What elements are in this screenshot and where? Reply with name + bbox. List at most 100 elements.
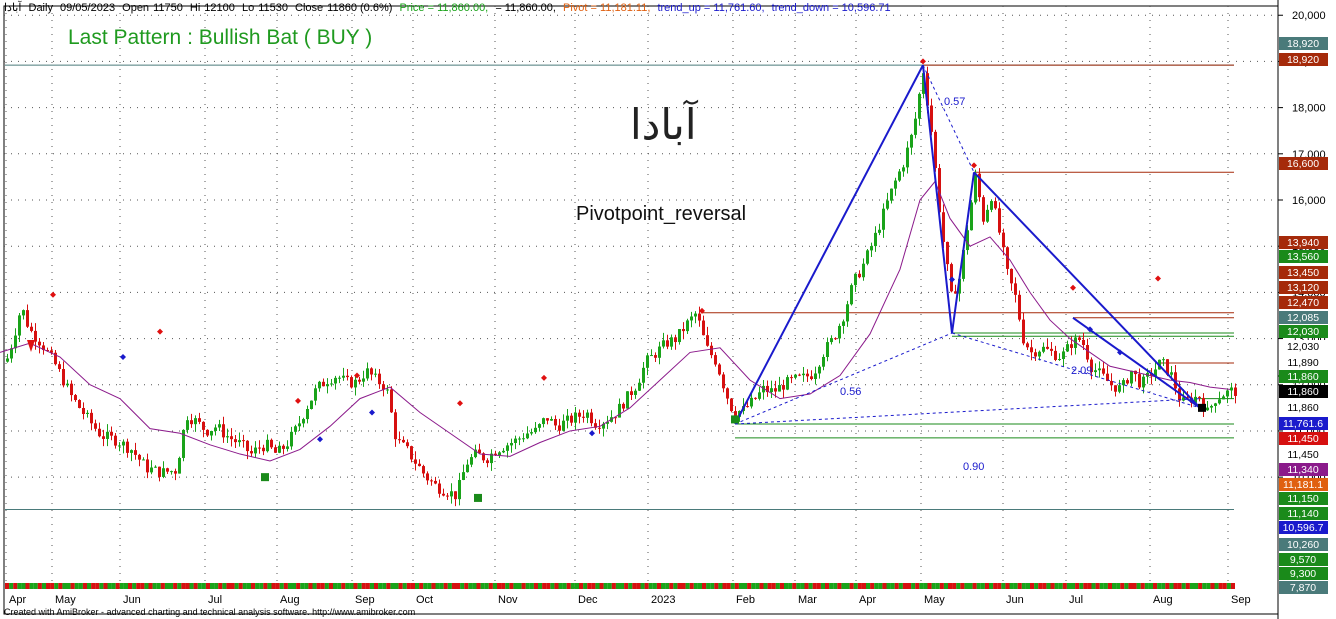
candle-body xyxy=(1046,346,1049,349)
pivot-diamond-marker xyxy=(589,430,595,437)
volume-bar xyxy=(275,583,280,589)
volume-bar xyxy=(287,583,292,589)
volume-bar xyxy=(37,583,42,589)
candle-body xyxy=(222,424,225,438)
volume-bar xyxy=(554,583,559,589)
candle-body xyxy=(910,134,913,148)
volume-bar xyxy=(419,583,424,589)
volume-bar xyxy=(107,583,112,589)
price-tag-bg xyxy=(1279,340,1328,353)
volume-bar xyxy=(907,583,912,589)
volume-bar xyxy=(82,583,87,589)
volume-bar xyxy=(579,583,584,589)
candle-body xyxy=(210,430,213,436)
volume-bar xyxy=(751,583,756,589)
volume-bar xyxy=(415,583,420,589)
y-tick-label: 20,000 xyxy=(1292,10,1326,22)
candle-body xyxy=(1090,359,1093,373)
candle-body xyxy=(134,450,137,455)
volume-bar xyxy=(25,583,30,589)
volume-bar xyxy=(550,583,555,589)
candle-body xyxy=(422,466,425,474)
volume-bar xyxy=(1157,583,1162,589)
candle-body xyxy=(230,436,233,440)
candle-body xyxy=(1218,399,1221,404)
candle-body xyxy=(350,377,353,388)
volume-bar xyxy=(337,583,342,589)
candle-body xyxy=(942,212,945,242)
candle-body xyxy=(182,429,185,458)
volume-bar xyxy=(189,583,194,589)
volume-bar xyxy=(460,583,465,589)
volume-bar xyxy=(542,583,547,589)
price-tag-label: 12,030 xyxy=(1287,326,1319,338)
candle-body xyxy=(274,447,277,453)
volume-bar xyxy=(1161,583,1166,589)
candle-body xyxy=(746,406,749,408)
volume-bar xyxy=(1050,583,1055,589)
candle-body xyxy=(282,445,285,449)
volume-bar xyxy=(497,583,502,589)
volume-bar xyxy=(779,583,784,589)
candle-body xyxy=(862,263,865,278)
candle-body xyxy=(178,457,181,474)
price-tag-bg xyxy=(1279,401,1328,414)
volume-bar xyxy=(21,583,26,589)
volume-bar xyxy=(443,583,448,589)
volume-bar xyxy=(1202,583,1207,589)
x-tick-label: Apr xyxy=(859,594,876,606)
candle-body xyxy=(1106,373,1109,381)
candle-body xyxy=(722,374,725,389)
candle-body xyxy=(754,397,757,399)
volume-bar xyxy=(972,583,977,589)
candle-body xyxy=(854,273,857,286)
volume-bar xyxy=(1206,583,1211,589)
candle-body xyxy=(1034,352,1037,357)
volume-bar xyxy=(263,583,268,589)
candle-body xyxy=(34,330,37,342)
volume-bar xyxy=(472,583,477,589)
volume-bar xyxy=(521,583,526,589)
volume-bar xyxy=(152,583,157,589)
candle-body xyxy=(126,441,129,453)
volume-bar xyxy=(1091,583,1096,589)
candle-body xyxy=(1026,343,1029,348)
price-tag-label: 12,085 xyxy=(1287,312,1319,324)
candle-body xyxy=(534,427,537,433)
price-tag-bg xyxy=(1279,448,1328,461)
candle-body xyxy=(462,472,465,480)
candle-body xyxy=(298,423,301,427)
volume-bar xyxy=(230,583,235,589)
volume-bar xyxy=(91,583,96,589)
volume-bar xyxy=(538,583,543,589)
price-tag-label: 10,260 xyxy=(1287,539,1319,551)
volume-bar xyxy=(874,583,879,589)
candle-body xyxy=(522,438,525,440)
candle-body xyxy=(1214,403,1217,406)
volume-bar xyxy=(1165,583,1170,589)
candle-body xyxy=(822,356,825,367)
volume-bar xyxy=(595,583,600,589)
volume-bar xyxy=(1013,583,1018,589)
volume-bar xyxy=(911,583,916,589)
volume-bar xyxy=(1194,583,1199,589)
x-tick-label: Nov xyxy=(498,594,518,606)
candle-body xyxy=(958,278,961,294)
volume-bar xyxy=(369,583,374,589)
candle-body xyxy=(474,449,477,458)
candle-body xyxy=(1142,376,1145,388)
volume-bar xyxy=(677,583,682,589)
volume-bar xyxy=(201,583,206,589)
candle-body xyxy=(830,338,833,343)
candle-body xyxy=(238,440,241,443)
header-price: Price = 11,860.00, xyxy=(399,2,489,14)
volume-bar xyxy=(710,583,715,589)
pivot-diamond-marker xyxy=(457,400,463,407)
price-tag-bg xyxy=(1279,432,1328,445)
candle-body xyxy=(186,420,189,430)
candle-body xyxy=(170,471,173,473)
volume-bar xyxy=(591,583,596,589)
candle-body xyxy=(1154,369,1157,377)
candle-body xyxy=(506,445,509,451)
